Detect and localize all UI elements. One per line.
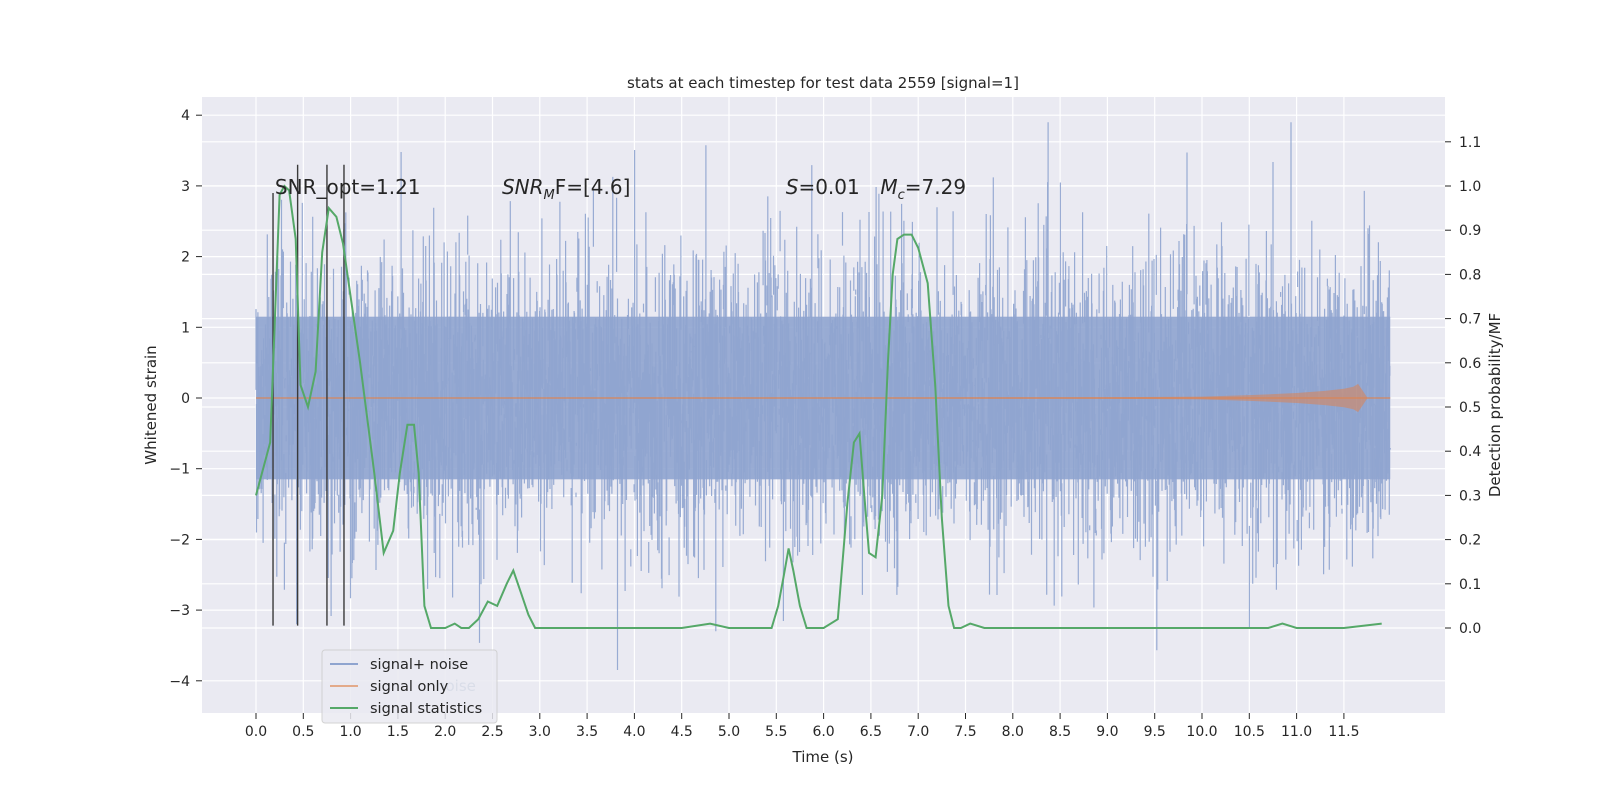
y-tick-label: −3 bbox=[169, 603, 190, 619]
signal-statistics-series bbox=[255, 184, 1382, 629]
x-tick-label: 9.5 bbox=[1144, 724, 1166, 740]
x-tick-label: 5.5 bbox=[765, 724, 787, 740]
chart-title: stats at each timestep for test data 255… bbox=[627, 74, 1019, 92]
x-tick-label: 10.0 bbox=[1186, 724, 1217, 740]
legend-label-signal-noise: signal+ noise bbox=[370, 657, 468, 673]
y-right-tick-label: 1.1 bbox=[1459, 135, 1481, 151]
annotations: SNR_opt=1.21 SNRMF=[4.6] S=0.01 Mc=7.29 bbox=[275, 175, 966, 203]
y-right-tick-label: 0.8 bbox=[1459, 267, 1481, 283]
y-right-tick-label: 0.0 bbox=[1459, 621, 1481, 637]
x-tick-label: 6.0 bbox=[812, 724, 834, 740]
x-tick-label: 10.5 bbox=[1234, 724, 1265, 740]
y-tick-label: 0 bbox=[181, 391, 190, 407]
legend: noise signal+ noise signal only signal s… bbox=[321, 649, 498, 724]
y-right-tick-label: 0.3 bbox=[1459, 488, 1481, 504]
x-tick-label: 6.5 bbox=[860, 724, 882, 740]
x-tick-label: 5.0 bbox=[718, 724, 740, 740]
x-tick-label: 2.5 bbox=[481, 724, 503, 740]
annotation-text: SNR_opt=1.21 bbox=[275, 175, 421, 199]
legend-box bbox=[321, 649, 498, 724]
y-right-tick-label: 0.4 bbox=[1459, 444, 1481, 460]
y-right-tick-label: 0.7 bbox=[1459, 312, 1481, 328]
annotation-symbol: M bbox=[880, 175, 897, 199]
annotation-subscript: c bbox=[898, 188, 905, 203]
x-tick-label: 7.5 bbox=[954, 724, 976, 740]
y-tick-label: 2 bbox=[181, 250, 190, 266]
x-tick-label: 1.0 bbox=[339, 724, 361, 740]
x-tick-label: 2.0 bbox=[434, 724, 456, 740]
annotation-text: S=0.01 bbox=[786, 175, 860, 199]
x-tick-label: 3.0 bbox=[529, 724, 551, 740]
x-tick-label: 11.5 bbox=[1328, 724, 1359, 740]
y-tick-label: −1 bbox=[169, 462, 190, 478]
annotation-text: SNRMF=[4.6] bbox=[502, 175, 630, 203]
y-tick-label: 4 bbox=[181, 108, 190, 124]
vertical-marker-lines bbox=[272, 164, 345, 626]
legend-label-signal-statistics: signal statistics bbox=[370, 701, 482, 717]
y-right-tick-label: 1.0 bbox=[1459, 179, 1481, 195]
y-right-tick-label: 0.6 bbox=[1459, 356, 1481, 372]
x-tick-label: 8.5 bbox=[1049, 724, 1071, 740]
x-tick-label: 0.0 bbox=[245, 724, 267, 740]
y-right-tick-label: 0.9 bbox=[1459, 223, 1481, 239]
annotation-symbol: S bbox=[786, 175, 799, 199]
x-tick-label: 4.0 bbox=[623, 724, 645, 740]
annotation-value: F=[4.6] bbox=[555, 175, 631, 199]
y-right-tick-label: 0.2 bbox=[1459, 533, 1481, 549]
x-tick-label: 0.5 bbox=[292, 724, 314, 740]
x-tick-label: 7.0 bbox=[907, 724, 929, 740]
signal-only-series bbox=[256, 383, 1391, 413]
annotation-text: Mc=7.29 bbox=[880, 175, 966, 203]
x-tick-label: 1.5 bbox=[387, 724, 409, 740]
annotation-subscript: M bbox=[544, 188, 555, 203]
y-tick-label: 1 bbox=[181, 320, 190, 336]
y-axis-right-label: Detection probability/MF bbox=[1486, 313, 1504, 497]
y-right-tick-label: 0.1 bbox=[1459, 577, 1481, 593]
y-tick-label: −2 bbox=[169, 532, 190, 548]
x-axis-label: Time (s) bbox=[792, 748, 854, 766]
signal-statistics-line bbox=[255, 184, 1382, 629]
legend-ghost-text: noise bbox=[436, 677, 476, 695]
x-tick-label: 9.0 bbox=[1096, 724, 1118, 740]
x-tick-label: 11.0 bbox=[1281, 724, 1312, 740]
y-tick-label: −4 bbox=[169, 674, 190, 690]
y-right-tick-label: 0.5 bbox=[1459, 400, 1481, 416]
y-axis-label: Whitened strain bbox=[142, 345, 160, 464]
legend-label-signal-only: signal only bbox=[370, 679, 449, 695]
annotation-symbol: SNR bbox=[502, 175, 544, 199]
axes: −4 −3 −2 −1 0 1 2 3 4 0.0 0.1 0.2 0.3 0.4 0.5 0.6 0.7 0.8… bbox=[169, 108, 1481, 740]
annotation-value: =7.29 bbox=[905, 175, 966, 199]
x-tick-label: 4.5 bbox=[671, 724, 693, 740]
annotation-value: =0.01 bbox=[798, 175, 859, 199]
x-tick-label: 3.5 bbox=[576, 724, 598, 740]
y-tick-label: 3 bbox=[181, 179, 190, 195]
x-tick-label: 8.0 bbox=[1002, 724, 1024, 740]
